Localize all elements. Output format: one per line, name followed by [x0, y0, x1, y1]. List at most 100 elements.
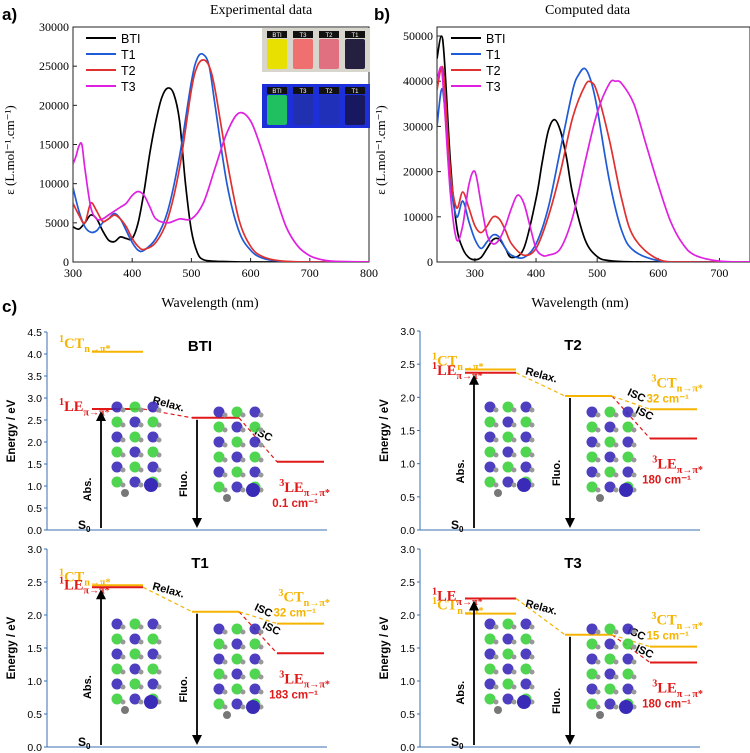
vial-t2 [319, 39, 339, 69]
isc-connector [611, 395, 651, 439]
gap-3ct: 32 cm⁻¹ [273, 608, 316, 620]
isc-connector [611, 634, 651, 664]
y-tick-label: 1.0 [27, 676, 42, 688]
y-tick-label: 1.0 [27, 481, 42, 493]
y-axis-label: Energy / eV [6, 399, 18, 462]
energy-diagram-t1: 0.0 0.5 1.0 1.5 2.0 2.5 3.0 Energy / eV T1 1CTn→π… [6, 544, 330, 753]
vial-label: T1 [351, 89, 359, 95]
vial-cap [267, 31, 287, 38]
y-tick-label: 0.5 [27, 503, 42, 515]
panel-b-absorption-computed: b) Computed data 300 400 500 600 700 0 10000 20… [373, 3, 750, 311]
legend-label-t3: T3 [121, 80, 136, 94]
vial-bti [267, 39, 287, 69]
y-tick-label: 0 [63, 255, 69, 269]
vial-label: BTI [272, 89, 282, 95]
vial-label: T3 [299, 89, 307, 95]
y-tick-label: 3.0 [27, 393, 42, 405]
vial-t1 [345, 95, 365, 125]
energy-diagram-t3: 0.0 0.5 1.0 1.5 2.0 2.5 3.0 Energy / eV T3 1CTn→π… [379, 544, 703, 753]
label-1ct: 1CTn→π* [59, 568, 111, 589]
relax-label: Relax. [524, 598, 558, 618]
y-tick-label: 1.5 [27, 643, 42, 655]
gap-3le: 180 cm⁻¹ [642, 474, 691, 486]
ground-state-label: S0 [451, 518, 464, 534]
legend-label-t1: T1 [486, 48, 501, 62]
x-tick-label: 400 [123, 266, 141, 280]
chart-title-a: Experimental data [210, 3, 313, 18]
fluo-label: Fluo. [551, 460, 563, 486]
vial-bti [267, 95, 287, 125]
label-1le: 1LEπ→π* [432, 361, 483, 382]
vial-cap [319, 31, 339, 38]
plot-frame [436, 26, 750, 263]
fluo-arrowhead [192, 518, 202, 528]
y-tick-label: 2.5 [400, 359, 415, 371]
y-axis-label: Energy / eV [379, 399, 391, 462]
gap-3le: 180 cm⁻¹ [642, 699, 691, 711]
legend-label-bti: BTI [486, 32, 505, 46]
fluo-label: Fluo. [178, 676, 190, 702]
abs-arrowhead [469, 374, 479, 385]
panel-label-b: b) [374, 5, 390, 24]
diagram-title: T3 [564, 555, 582, 572]
label-3ct: 3CTn→π* [278, 588, 330, 609]
y-tick-label: 10000 [403, 210, 433, 224]
vial-cap [319, 87, 339, 94]
y-axis-label: Energy / eV [6, 616, 18, 679]
isc-label-2: ISC [260, 620, 282, 639]
molecule-orbital-image [111, 401, 162, 497]
y-tick-label: 3.0 [27, 544, 42, 556]
label-1le: 1LEπ→π* [59, 397, 110, 418]
label-3le: 3LEπ→π* [652, 455, 703, 476]
abs-arrowhead [96, 411, 106, 421]
abs-label: Abs. [82, 675, 94, 699]
y-tick-label: 4.0 [27, 349, 42, 361]
gap-3ct: 15 cm⁻¹ [646, 631, 689, 643]
x-axis-label-b: Wavelength (nm) [531, 296, 629, 311]
abs-arrowhead [96, 589, 106, 600]
y-tick-label: 1.5 [27, 459, 42, 471]
y-tick-label: 20000 [39, 98, 69, 112]
legend-label-t3: T3 [486, 80, 501, 94]
diagram-title: BTI [188, 338, 212, 355]
vial-label: T1 [351, 33, 359, 39]
label-3ct: 3CTn→π* [651, 373, 703, 394]
y-tick-label: 1.0 [400, 459, 415, 471]
molecule-orbital-image [484, 401, 535, 497]
x-tick-label: 300 [466, 266, 484, 280]
legend-label-bti: BTI [121, 32, 140, 46]
y-tick-label: 0.5 [27, 709, 42, 721]
ground-state-label: S0 [451, 735, 464, 751]
vial-label: T2 [325, 89, 333, 95]
fluo-label: Fluo. [178, 471, 190, 497]
x-tick-label: 600 [242, 266, 260, 280]
x-tick-label: 600 [649, 266, 667, 280]
x-tick-label: 500 [182, 266, 200, 280]
energy-diagram-bti: 0.0 0.5 1.0 1.5 2.0 2.5 3.0 3.5 4.0 4.5 Energy / e… [6, 327, 330, 537]
fluo-arrowhead [192, 735, 202, 745]
x-tick-label: 300 [64, 266, 82, 280]
y-tick-label: 1.5 [400, 643, 415, 655]
gap-3le: 183 cm⁻¹ [269, 689, 318, 701]
molecule-orbital-image [484, 618, 535, 714]
abs-label: Abs. [455, 681, 467, 705]
label-3le: 3LEπ→π* [279, 669, 330, 690]
label-3le: 3LEπ→π* [652, 679, 703, 700]
energy-diagram-t2: 0.0 0.5 1.0 1.5 2.0 2.5 3.0 Energy / eV T2 1CTn→π… [379, 326, 703, 537]
y-tick-label: 2.0 [400, 610, 415, 622]
y-tick-label: 20000 [403, 165, 433, 179]
y-tick-label: 50000 [403, 29, 433, 43]
y-tick-label: 1.5 [400, 426, 415, 438]
molecule-orbital-image [111, 618, 162, 714]
y-tick-label: 10000 [39, 177, 69, 191]
gap-3le: 0.1 cm⁻¹ [272, 498, 318, 510]
molecule-orbital-image [213, 406, 264, 502]
fluo-arrowhead [565, 735, 575, 745]
series-line-bti [437, 35, 750, 262]
fluo-label: Fluo. [551, 688, 563, 714]
legend-label-t2: T2 [121, 64, 136, 78]
molecule-orbital-image [586, 623, 637, 719]
y-tick-label: 0.0 [400, 525, 415, 537]
relax-connector [142, 586, 193, 613]
